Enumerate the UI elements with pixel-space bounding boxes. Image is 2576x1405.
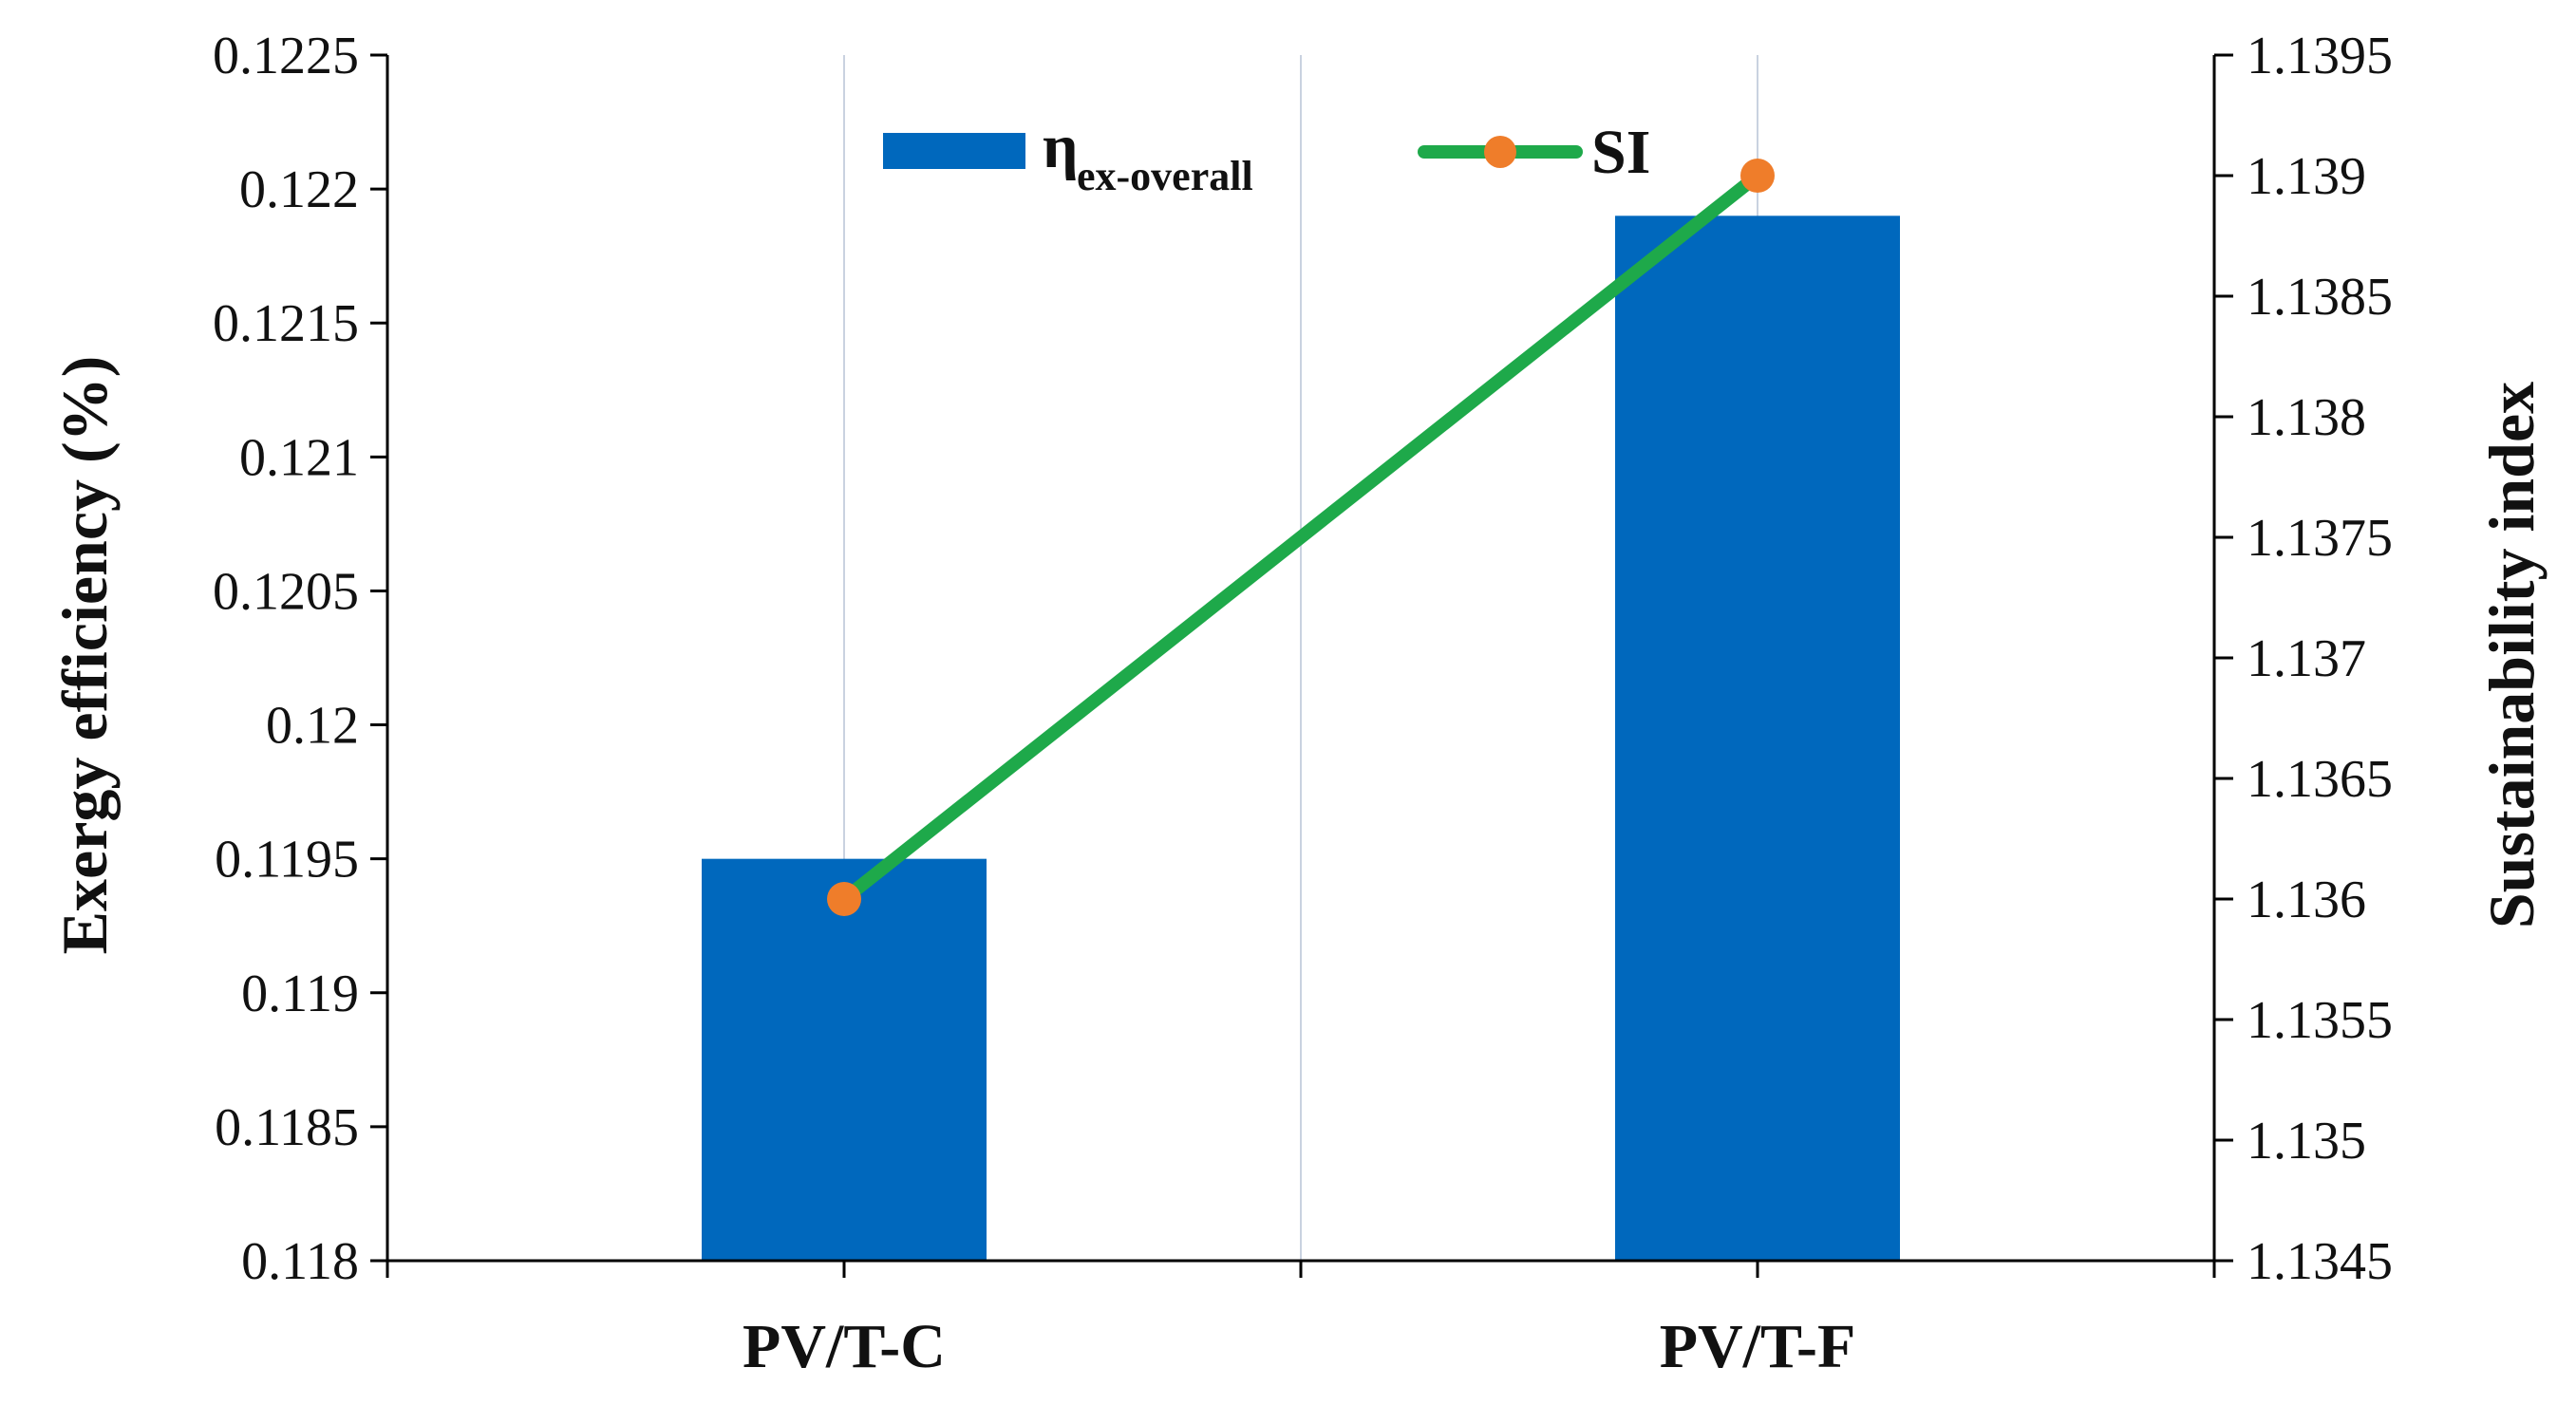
si-marker-0: [827, 882, 861, 916]
right-tick-label-7: 1.138: [2247, 388, 2366, 447]
left-tick-label-2: 0.119: [241, 965, 359, 1023]
left-tick-label-6: 0.121: [239, 428, 359, 487]
axes: [385, 55, 2216, 1278]
left-tick-label-0: 0.118: [241, 1232, 359, 1291]
left-axis-title: Exergy efficiency (%): [48, 356, 121, 955]
legend-label-bar: η: [1043, 112, 1078, 181]
right-tick-label-6: 1.1375: [2247, 509, 2393, 568]
bar-1: [1615, 215, 1900, 1261]
left-tick-label-1: 0.1185: [215, 1098, 359, 1157]
right-tick-label-4: 1.1365: [2247, 750, 2393, 809]
bar-series: [702, 215, 1900, 1261]
left-tick-label-4: 0.12: [266, 697, 359, 756]
si-line-series: [827, 159, 1775, 916]
left-tick-label-3: 0.1195: [215, 831, 359, 890]
category-label-0: PV/T-C: [743, 1312, 946, 1381]
right-tick-label-0: 1.1345: [2247, 1232, 2393, 1291]
left-tick-label-9: 0.1225: [213, 27, 359, 85]
right-tick-label-5: 1.137: [2247, 629, 2366, 688]
legend: η ex-overall SI: [883, 112, 1650, 199]
legend-swatch-marker: [1484, 136, 1516, 168]
category-labels: PV/T-C PV/T-F: [743, 1312, 1855, 1381]
left-tick-label-8: 0.122: [239, 160, 359, 219]
si-line: [837, 169, 1764, 906]
legend-swatch-bar: [883, 133, 1025, 169]
right-tick-label-3: 1.136: [2247, 871, 2366, 929]
left-tick-label-5: 0.1205: [213, 562, 359, 621]
left-tick-label-7: 0.1215: [213, 294, 359, 353]
si-marker-1: [1740, 159, 1775, 193]
right-axis-title: Sustainability index: [2475, 382, 2548, 928]
right-axis-ticks: 1.1345 1.135 1.1355 1.136 1.1365 1.137 1.1375 1…: [2214, 27, 2393, 1291]
right-tick-label-8: 1.1385: [2247, 268, 2393, 327]
right-tick-label-10: 1.1395: [2247, 27, 2393, 85]
right-tick-label-2: 1.1355: [2247, 991, 2393, 1050]
bar-0: [702, 858, 987, 1261]
category-label-1: PV/T-F: [1660, 1312, 1856, 1381]
right-tick-label-1: 1.135: [2247, 1112, 2366, 1171]
legend-label-line: SI: [1591, 118, 1650, 187]
legend-label-bar-subscript: ex-overall: [1077, 153, 1253, 199]
left-axis-ticks: 0.118 0.1185 0.119 0.1195 0.12 0.1205 0.121 0.1…: [213, 27, 387, 1291]
right-tick-label-9: 1.139: [2247, 147, 2366, 206]
